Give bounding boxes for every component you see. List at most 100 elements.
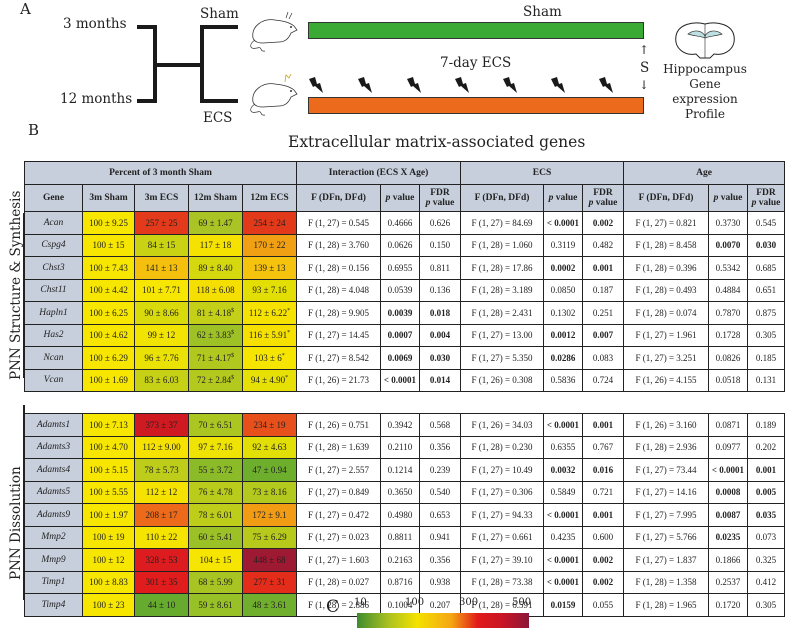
ecs-fdr-value: 0.001 [582,256,624,280]
age-p-value: 0.0518 [708,368,748,392]
expression-cell: 47 ± 0.94 [242,458,297,482]
age-f-stat: F (1, 28) = 0.074 [623,301,709,325]
gene-name: Adamts5 [24,480,83,504]
age-f-stat: F (1, 27) = 1.837 [623,548,709,572]
significance-marker: * [281,352,285,359]
int-f-stat: F (1, 28) = 3.760 [296,233,381,257]
ecs-f-stat: F (1, 28) = 17.86 [460,256,544,280]
ecs-fdr-value: 0.600 [582,525,624,549]
age-group-12-months: 12 months [60,91,133,107]
ecs-f-stat: F (1, 28) = 0.230 [460,435,544,459]
ecs-p-value: 0.1302 [543,301,583,325]
expression-cell: 73 ± 8.16 [242,480,297,504]
ecs-p-value: 0.0159 [543,593,583,617]
fdr-line-1: FDR [430,188,450,198]
int-p-value: 0.0039 [380,301,420,325]
ecs-p-value: 0.0850 [543,278,583,302]
col-header-p-value: p value [708,184,748,212]
gene-name: Mmp9 [24,548,83,572]
ecs-f-stat: F (1, 28) = 73.38 [460,570,544,594]
group-header-age: Age [623,161,785,185]
table-row: Timp1 100 ± 8.83 301 ± 35 68 ± 5.99 277 ± 31… [24,570,785,594]
expression-cell: 172 ± 9.1 [242,503,297,527]
expression-cell: 84 ± 15 [134,233,189,257]
table-row: Acan 100 ± 9.25 257 ± 25 69 ± 1.47 254 ± 24 F… [24,211,785,235]
col-header-fdr: FDR p value [419,184,461,212]
age-f-stat: F (1, 27) = 14.16 [623,480,709,504]
col-header-f: F (DFn, DFd) [623,184,709,212]
age-p-value: 0.0070 [708,233,748,257]
age-f-stat: F (1, 28) = 0.493 [623,278,709,302]
expression-cell: 139 ± 13 [242,256,297,280]
gene-name: Adamts9 [24,503,83,527]
int-p-value: 0.2163 [380,548,420,572]
gene-name: Has2 [24,323,83,347]
expression-cell: 78 ± 5.73 [134,458,189,482]
int-f-stat: F (1, 26) = 21.73 [296,368,381,392]
age-f-stat: F (1, 28) = 1.358 [623,570,709,594]
age-fdr-value: 0.202 [747,435,785,459]
int-fdr-value: 0.811 [419,256,461,280]
expression-cell: 69 ± 1.47 [188,211,243,235]
expression-cell: 55 ± 3.72 [188,458,243,482]
outcome-label: Hippocampus Gene expression Profile [663,62,747,122]
int-fdr-value: 0.030 [419,346,461,370]
ecs-f-stat: F (1, 27) = 0.306 [460,480,544,504]
expression-cell: 68 ± 5.99 [188,570,243,594]
ecs-fdr-value: 0.002 [582,211,624,235]
age-f-stat: F (1, 27) = 73.44 [623,458,709,482]
age-p-value: 0.0008 [708,480,748,504]
ecs-f-stat: F (1, 27) = 0.661 [460,525,544,549]
brain-section-icon [675,22,735,59]
expression-cell: 62 ± 3.83$ [188,323,243,347]
int-p-value: 0.0069 [380,346,420,370]
expression-cell: 92 ± 4.63 [242,435,297,459]
expression-cell: 97 ± 7.16 [188,435,243,459]
ecs-fdr-value: 0.187 [582,278,624,302]
expression-cell: 99 ± 12 [134,323,189,347]
age-group-3-months: 3 months [63,16,127,32]
age-p-value: 0.4884 [708,278,748,302]
col-header-group: 3m ECS [134,184,189,212]
ecs-p-value: < 0.0001 [543,413,583,437]
ecs-p-value: 0.5849 [543,480,583,504]
colorbar-tick-500: 500 [512,597,532,608]
table-row: Mmp2 100 ± 19 110 ± 22 60 ± 5.41 75 ± 6.29 F … [24,525,785,549]
col-header-group: 3m Sham [82,184,135,212]
fdr-line-2: p value [751,198,781,208]
ecs-f-stat: F (1, 28) = 2.431 [460,301,544,325]
int-fdr-value: 0.568 [419,413,461,437]
expression-cell: 100 ± 8.83 [82,570,135,594]
int-fdr-value: 0.136 [419,278,461,302]
age-f-stat: F (1, 26) = 4.155 [623,368,709,392]
ecs-fdr-value: 0.251 [582,301,624,325]
ecs-fdr-value: 0.767 [582,435,624,459]
ecs-fdr-value: 0.001 [582,503,624,527]
age-f-stat: F (1, 28) = 0.396 [623,256,709,280]
age-p-value: 0.1720 [708,593,748,617]
ecs-fdr-value: 0.724 [582,368,624,392]
ecs-f-stat: F (1, 27) = 5.350 [460,346,544,370]
lightning-bolt-icon [358,77,372,93]
ecs-p-value: 0.4235 [543,525,583,549]
int-p-value: 0.1214 [380,458,420,482]
int-p-value: 0.6955 [380,256,420,280]
age-fdr-value: 0.185 [747,346,785,370]
expression-cell: 254 ± 24 [242,211,297,235]
ecs-fdr-value: 0.016 [582,458,624,482]
expression-cell: 100 ± 4.70 [82,435,135,459]
panel-c-letter: C [326,597,340,617]
age-fdr-value: 0.005 [747,480,785,504]
gene-name: Ncan [24,346,83,370]
int-fdr-value: 0.540 [419,480,461,504]
ecs-fdr-value: 0.721 [582,480,624,504]
expression-cell: 118 ± 6.08 [188,278,243,302]
panel-b-letter: B [28,121,40,139]
int-f-stat: F (1, 27) = 14.45 [296,323,381,347]
expression-cell: 100 ± 7.13 [82,413,135,437]
gene-name: Adamts4 [24,458,83,482]
expression-cell: 78 ± 6.01 [188,503,243,527]
fdr-line-2: p value [588,198,618,208]
table-row: Mmp9 100 ± 12 328 ± 53 104 ± 15 448 ± 68 F (1… [24,548,785,572]
age-fdr-value: 0.131 [747,368,785,392]
